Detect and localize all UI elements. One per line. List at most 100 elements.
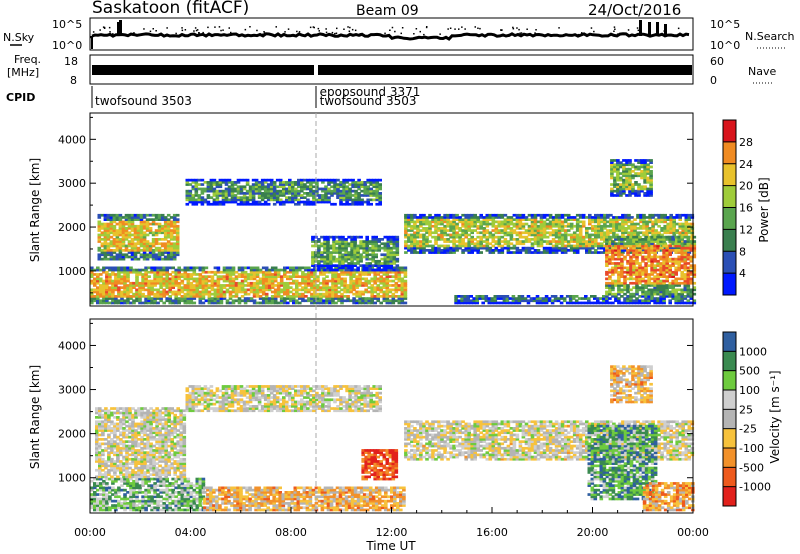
heatmap-cell [455,224,459,228]
heatmap-cell [272,194,277,197]
freq-label-line2: [MHz] [7,66,39,79]
heatmap-cell [335,268,339,272]
heatmap-cell [533,216,538,219]
heatmap-cell [605,235,609,239]
heatmap-cell [578,233,583,237]
heatmap-cell [374,244,378,248]
heatmap-cell [511,301,516,305]
heatmap-cell [669,222,673,226]
heatmap-cell [105,279,109,283]
heatmap-cell [129,281,133,285]
heatmap-cell [544,301,549,305]
heatmap-cell [117,270,121,274]
heatmap-cell [99,290,103,294]
heatmap-cell [301,295,305,298]
heatmap-cell [629,281,633,285]
heatmap-cell [630,233,634,237]
heatmap-cell [283,297,287,300]
heatmap-cell [620,259,624,263]
heatmap-cell [365,238,369,241]
heatmap-cell [681,224,685,228]
heatmap-cell [683,301,688,305]
heatmap-cell [139,233,144,237]
heatmap-cell [118,224,123,228]
heatmap-cell [197,196,202,199]
heatmap-cell [535,297,540,300]
heatmap-cell [219,284,224,287]
heatmap-cell [400,299,405,303]
heatmap-cell [188,183,193,186]
heatmap-cell [337,295,341,298]
nsky-point [166,27,168,29]
nsky-point [228,27,230,29]
heatmap-cell [159,292,163,296]
heatmap-cell [151,249,156,252]
heatmap-cell [239,192,244,195]
nsky-spike [117,22,120,36]
heatmap-cell [124,231,129,235]
heatmap-cell [237,284,242,287]
heatmap-cell [90,268,94,272]
heatmap-cell [157,213,162,217]
heatmap-cell [354,200,358,204]
heatmap-cell [213,284,218,287]
heatmap-cell [103,255,108,259]
nsky-point [287,28,290,30]
heatmap-cell [325,281,329,285]
heatmap-cell [394,275,399,278]
heatmap-cell [303,185,307,189]
heatmap-cell [254,185,259,189]
heatmap-cell [108,273,112,276]
heatmap-cell [386,266,391,270]
heatmap-cell [121,222,126,226]
heatmap-cell [617,286,621,289]
heatmap-cell [626,301,630,305]
heatmap-cell [210,292,215,296]
heatmap-cell [133,224,138,228]
heatmap-cell [129,266,133,270]
heatmap-cell [375,178,379,182]
heatmap-cell [428,224,432,228]
heatmap-cell [278,194,283,197]
heatmap-cell [588,246,592,250]
heatmap-cell [139,216,144,219]
heatmap-cell [527,218,532,221]
heatmap-cell [662,286,666,289]
nsky-point [518,28,520,31]
heatmap-cell [506,216,511,219]
heatmap-cell [224,194,229,197]
heatmap-cell [311,257,315,261]
heatmap-cell [258,290,263,294]
heatmap-cell [600,216,604,219]
heatmap-cell [261,301,266,305]
heatmap-cell [677,295,681,298]
heatmap-cell [467,218,471,221]
heatmap-cell [391,299,396,303]
heatmap-cell [145,257,150,261]
heatmap-cell [133,216,138,219]
heatmap-cell [554,218,559,221]
heatmap-cell [195,284,200,287]
heatmap-cell [339,183,343,186]
heatmap-cell [620,273,624,276]
heatmap-cell [428,251,432,254]
heatmap-cell [617,262,621,265]
heatmap-cell [322,292,326,296]
heatmap-cell [144,284,148,287]
heatmap-cell [494,216,499,219]
heatmap-cell [681,222,685,226]
heatmap-cell [617,284,621,287]
heatmap-cell [306,178,310,182]
heatmap-cell [172,257,177,261]
heatmap-cell [386,238,391,241]
heatmap-cell [106,218,111,221]
nsky-spike [639,20,642,36]
heatmap-cell [653,246,657,250]
heatmap-cell [291,187,295,191]
heatmap-cell [186,299,191,303]
heatmap-cell [617,253,621,257]
heatmap-cell [514,297,519,300]
heatmap-cell [635,273,639,276]
heatmap-cell [115,244,120,248]
heatmap-cell [317,246,321,250]
